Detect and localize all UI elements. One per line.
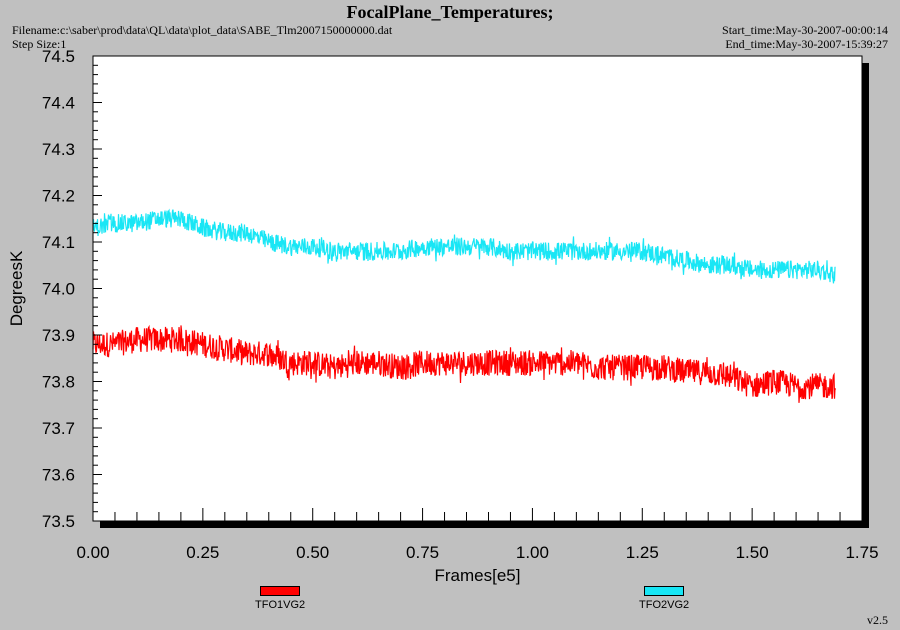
y-tick-label: 74.1	[42, 233, 75, 252]
x-axis-label: Frames[e5]	[435, 566, 521, 585]
series-line-tfo1vg2	[92, 324, 837, 403]
y-tick-label: 73.6	[42, 466, 75, 485]
x-tick-label: 0.75	[406, 543, 439, 562]
x-tick-label: 1.25	[626, 543, 659, 562]
end-time-text: End_time:May-30-2007-15:39:27	[725, 37, 888, 51]
y-axis-label: DegreesK	[7, 250, 26, 326]
y-tick-label: 74.5	[42, 47, 75, 66]
version-label: v2.5	[867, 613, 888, 627]
y-tick-label: 74.4	[42, 94, 75, 113]
y-tick-label: 73.7	[42, 419, 75, 438]
legend-label-tfo2vg2: TFO2VG2	[639, 599, 690, 611]
x-tick-label: 0.50	[296, 543, 329, 562]
series-line-tfo2vg2	[92, 208, 836, 284]
legend-swatch-cyan	[644, 586, 685, 596]
step-size-text: Step Size:1	[12, 37, 67, 51]
file-info: Filename:c:\saber\prod\data\QL\data\plot…	[12, 23, 392, 51]
x-tick-label: 1.50	[736, 543, 769, 562]
y-tick-label: 74.3	[42, 140, 75, 159]
x-tick-label: 0.00	[76, 543, 109, 562]
legend-swatch-red	[260, 586, 301, 596]
x-tick-label: 1.75	[845, 543, 878, 562]
x-tick-label: 1.00	[516, 543, 549, 562]
x-tick-label: 0.25	[186, 543, 219, 562]
y-tick-label: 73.8	[42, 373, 75, 392]
filename-text: Filename:c:\saber\prod\data\QL\data\plot…	[12, 23, 393, 37]
legend-label-tfo1vg2: TFO1VG2	[255, 599, 306, 611]
start-time-text: Start_time:May-30-2007-00:00:14	[722, 23, 888, 37]
y-tick-label: 73.9	[42, 326, 75, 345]
legend-item-tfo1vg2: TFO1VG2	[255, 586, 305, 611]
y-tick-label: 74.2	[42, 187, 75, 206]
chart-title: FocalPlane_Temperatures;	[346, 2, 554, 22]
legend-item-tfo2vg2: TFO2VG2	[639, 586, 689, 611]
time-info: Start_time:May-30-2007-00:00:14 End_time…	[722, 23, 888, 51]
y-tick-label: 73.5	[42, 512, 75, 531]
plot-area	[92, 55, 863, 522]
y-tick-label: 74.0	[42, 280, 75, 299]
